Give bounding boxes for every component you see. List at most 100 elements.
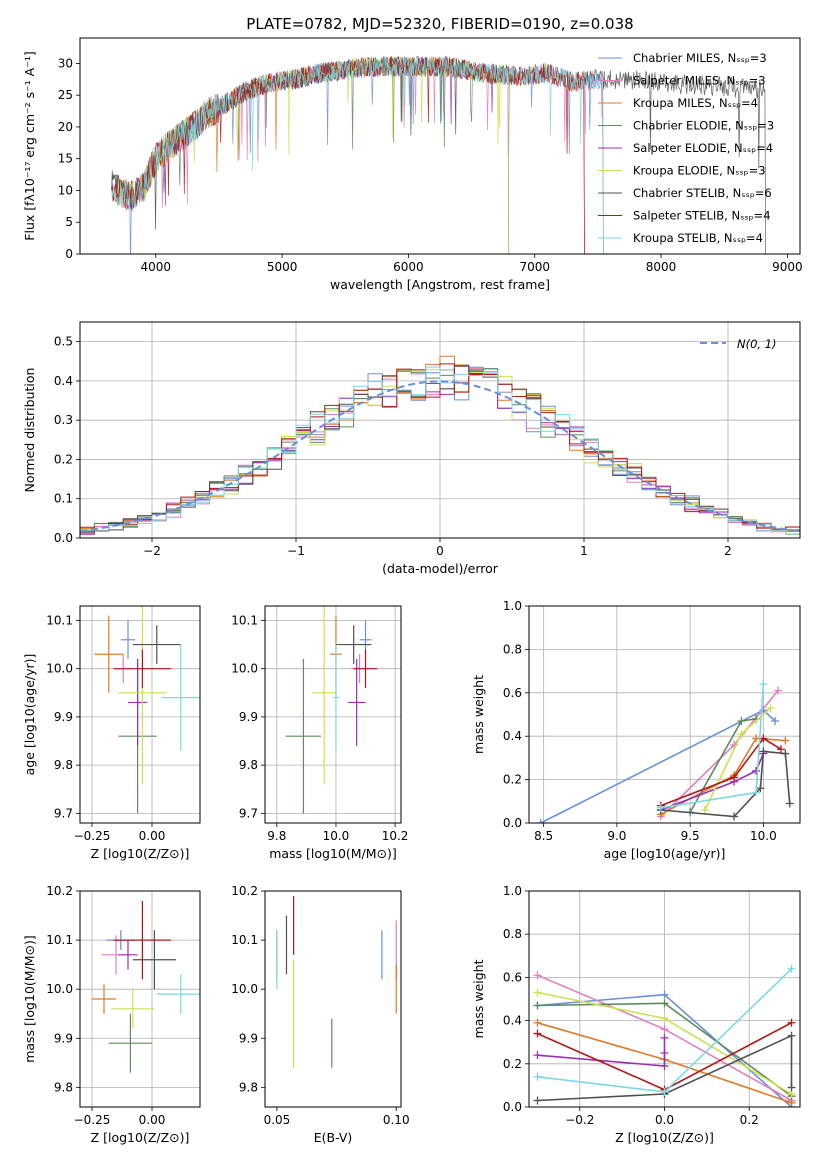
y-tick-label: 1.0 xyxy=(503,599,522,613)
error-bar-point xyxy=(347,659,366,746)
plus-marker xyxy=(533,988,542,997)
plus-marker xyxy=(781,736,790,745)
axes-frame xyxy=(528,890,801,1108)
x-tick-label: 9000 xyxy=(772,260,803,274)
x-tick-label: −1 xyxy=(287,544,305,558)
x-axis-label: Z [log10(Z/Z⊙)] xyxy=(91,1130,190,1145)
x-tick-label: 7000 xyxy=(519,260,550,274)
error-bar-point xyxy=(161,644,200,751)
spectrum-line xyxy=(111,55,510,254)
x-axis-label: E(B-V) xyxy=(314,1130,353,1145)
plot-area xyxy=(80,355,800,538)
legend-label: Salpeter STELIB, Nₛₛₚ=4 xyxy=(633,209,771,223)
spectrum-line xyxy=(111,56,605,254)
weight-series xyxy=(656,749,768,814)
plus-marker xyxy=(787,1031,796,1040)
plot-area xyxy=(533,964,796,1107)
plus-marker xyxy=(533,1051,542,1060)
error-bar-point xyxy=(285,659,322,814)
plus-marker xyxy=(759,747,768,756)
error-bar-point xyxy=(94,615,124,693)
axes-frame xyxy=(79,605,201,824)
histogram-step xyxy=(80,366,800,538)
y-tick-label: 9.8 xyxy=(239,1080,258,1094)
y-tick-label: 0.2 xyxy=(503,1057,522,1071)
legend-label: Chabrier MILES, Nₛₛₚ=3 xyxy=(633,51,767,65)
weight-series xyxy=(656,680,768,812)
y-tick-label: 0.4 xyxy=(54,374,73,388)
x-tick-label: 1 xyxy=(580,544,588,558)
legend-label: Chabrier ELODIE, Nₛₛₚ=3 xyxy=(633,119,774,133)
y-tick-label: 9.7 xyxy=(54,806,73,820)
x-tick-label: 10.0 xyxy=(750,829,777,843)
y-axis-label: Normed distribution xyxy=(22,368,37,493)
y-tick-label: 5 xyxy=(65,215,73,229)
x-tick-label: 9.0 xyxy=(607,829,626,843)
axes-weight-vs-Z: −0.2 0.0 0.2 0.0 0.2 0.4 0.6 0.8 1.0 Z [log10(Z/Z… xyxy=(471,884,801,1145)
axes-spectrum: 4000 5000 6000 7000 8000 9000 0 5 10 15 20 25 30 wave… xyxy=(22,15,803,292)
axes-mass-vs-EBV: 0.05 0.10 9.8 9.9 10.0 10.1 10.2 E(B-V) xyxy=(231,884,409,1145)
spectrum-line xyxy=(111,56,605,254)
error-bar-point xyxy=(132,625,181,664)
y-axis-label: Flux [fλ10⁻¹⁷ erg cm⁻² s⁻¹ A⁻¹] xyxy=(22,51,37,240)
plus-marker xyxy=(730,812,739,821)
x-tick-label: 6000 xyxy=(393,260,424,274)
plus-marker xyxy=(730,773,739,782)
spectrum-line xyxy=(111,56,605,254)
y-tick-label: 0.1 xyxy=(54,492,73,506)
error-bar-point xyxy=(118,606,167,785)
plus-marker xyxy=(660,990,669,999)
weight-series xyxy=(533,1033,669,1070)
x-axis-label: Z [log10(Z/Z⊙)] xyxy=(615,1130,714,1145)
y-tick-label: 0.0 xyxy=(54,531,73,545)
x-tick-label: 4000 xyxy=(141,260,172,274)
y-tick-label: 0.3 xyxy=(54,413,73,427)
plus-marker xyxy=(660,1061,669,1070)
error-bar-point xyxy=(108,1013,152,1073)
weight-line xyxy=(537,1034,793,1102)
x-axis-label: mass [log10(M/M⊙)] xyxy=(269,846,397,861)
error-bar-point xyxy=(333,644,339,751)
weight-line xyxy=(660,684,765,809)
plus-marker xyxy=(781,749,790,758)
weight-line xyxy=(660,737,782,807)
y-tick-label: 0.2 xyxy=(503,773,522,787)
plus-marker xyxy=(785,799,794,808)
plus-marker xyxy=(533,1096,542,1105)
x-tick-label: 0.0 xyxy=(655,1113,674,1127)
y-tick-label: 0.8 xyxy=(503,642,522,656)
y-tick-label: 10.0 xyxy=(231,662,258,676)
x-tick-label: −0.25 xyxy=(74,1113,111,1127)
plus-marker xyxy=(776,745,785,754)
y-axis-label: age [log10(age/yr)] xyxy=(22,654,37,776)
x-tick-label: 0.00 xyxy=(139,829,166,843)
x-tick-label: −0.25 xyxy=(74,829,111,843)
y-tick-label: 10.1 xyxy=(231,613,258,627)
weight-series xyxy=(533,1031,796,1105)
plot-area xyxy=(276,895,397,1068)
error-bar-point xyxy=(92,984,116,1014)
y-axis-label: mass [log10(M/M⊙)] xyxy=(22,935,37,1063)
y-tick-label: 30 xyxy=(58,56,73,70)
spectrum-line xyxy=(111,55,766,254)
x-tick-label: 0 xyxy=(436,544,444,558)
plus-marker xyxy=(536,819,545,823)
plus-marker xyxy=(533,1018,542,1027)
x-tick-label: −2 xyxy=(143,544,161,558)
x-tick-label: 10.2 xyxy=(382,829,409,843)
plus-marker xyxy=(660,1025,669,1034)
plus-marker xyxy=(787,964,796,973)
weight-series xyxy=(656,747,794,821)
error-bar-point xyxy=(118,940,138,970)
weight-series xyxy=(536,706,780,823)
weight-line xyxy=(660,737,786,816)
axes-frame xyxy=(79,321,801,539)
legend: N(0, 1) xyxy=(700,337,777,351)
plot-area xyxy=(94,606,200,814)
axes-weight-vs-age: 8.5 9.0 9.5 10.0 0.0 0.2 0.4 0.6 0.8 1.0 age [log1… xyxy=(471,599,801,861)
x-axis-label: age [log10(age/yr)] xyxy=(604,846,726,861)
spectrum-line xyxy=(111,56,510,254)
y-tick-label: 0.2 xyxy=(54,452,73,466)
legend-label: Kroupa ELODIE, Nₛₛₚ=3 xyxy=(633,164,766,178)
axes-frame xyxy=(79,890,201,1108)
